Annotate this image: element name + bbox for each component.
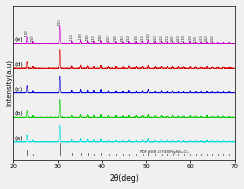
Text: (311): (311) bbox=[141, 34, 144, 41]
Text: (132): (132) bbox=[146, 33, 150, 39]
Text: (133): (133) bbox=[182, 35, 186, 41]
Text: (251): (251) bbox=[165, 35, 169, 41]
Text: (060): (060) bbox=[171, 35, 175, 41]
X-axis label: 2θ(deg): 2θ(deg) bbox=[109, 174, 139, 184]
Text: (130): (130) bbox=[79, 33, 83, 40]
Text: (011): (011) bbox=[58, 18, 62, 25]
Text: (041): (041) bbox=[121, 35, 125, 41]
Text: (221): (221) bbox=[127, 34, 131, 41]
Text: (020): (020) bbox=[31, 34, 35, 41]
Text: (111): (111) bbox=[70, 34, 74, 40]
Text: PDF#88-0708MgNb₂O₆: PDF#88-0708MgNb₂O₆ bbox=[140, 150, 189, 154]
Y-axis label: Intensity(a.u): Intensity(a.u) bbox=[6, 59, 12, 106]
Text: (402): (402) bbox=[205, 34, 209, 41]
Text: (e): (e) bbox=[15, 37, 23, 42]
Text: (040): (040) bbox=[99, 33, 103, 40]
Text: (131): (131) bbox=[92, 34, 96, 41]
Text: (220): (220) bbox=[114, 34, 118, 41]
Text: (004): (004) bbox=[210, 35, 214, 41]
Text: (313): (313) bbox=[188, 34, 192, 41]
Text: (351): (351) bbox=[199, 34, 203, 41]
Text: (150): (150) bbox=[134, 34, 138, 41]
Text: (312): (312) bbox=[160, 34, 163, 41]
Text: (170): (170) bbox=[193, 35, 198, 42]
Text: (c): (c) bbox=[15, 87, 23, 91]
Text: (421): (421) bbox=[176, 34, 180, 41]
Text: (d): (d) bbox=[15, 62, 23, 67]
Text: (b): (b) bbox=[15, 111, 23, 116]
Text: (110): (110) bbox=[25, 30, 29, 36]
Text: (002): (002) bbox=[106, 35, 111, 41]
Text: (202): (202) bbox=[153, 34, 157, 41]
Text: (a): (a) bbox=[15, 136, 23, 141]
Text: (200): (200) bbox=[86, 34, 90, 40]
